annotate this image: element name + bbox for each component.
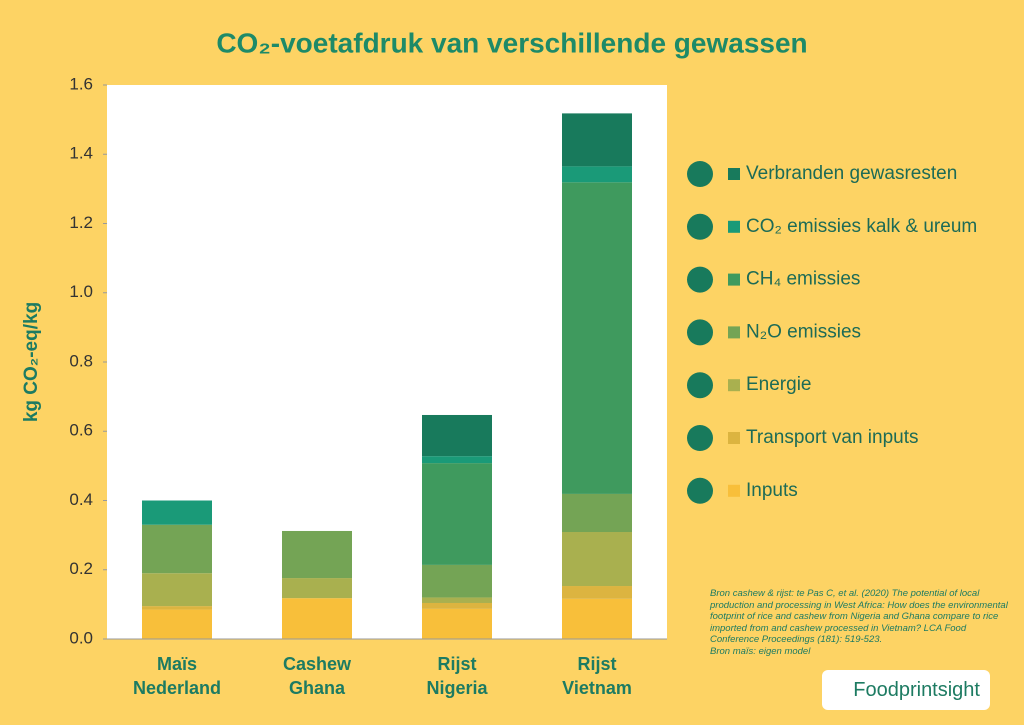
source-line: Bron maïs: eigen model [710,645,811,657]
legend-icon [687,477,713,504]
x-tick-label: Rijst Vietnam [562,654,632,698]
y-tick-label: 0.8 [69,351,93,370]
legend-swatch [728,326,740,339]
legend-label: CO₂ emissies kalk & ureum [746,216,977,237]
y-tick-label: 1.6 [69,74,93,93]
bar-segment [562,598,632,639]
bar-segment [422,597,492,603]
bar-segment [422,463,492,565]
legend-swatch [728,379,740,392]
bar-segment [562,166,632,183]
legend-icon [687,319,713,346]
legend-label: Verbranden gewasresten [746,163,957,184]
legend-icon [687,372,713,399]
y-tick-label: 0.2 [69,559,93,578]
bar-segment [422,414,492,457]
y-tick-label: 1.0 [69,282,93,301]
legend-icon [687,161,713,187]
bar-segment [562,493,632,533]
chart-title: CO₂-voetafdruk van verschillende gewasse… [216,27,807,58]
legend-swatch [728,220,740,233]
x-tick-label: Rijst Nigeria [426,654,488,698]
bar-segment [282,598,352,639]
bar-segment [562,113,632,167]
y-axis-label: kg CO₂-eq/kg [21,302,42,422]
logo: Foodprintsight [822,670,990,710]
y-tick-label: 1.2 [69,213,93,232]
bar-segment [422,564,492,598]
legend-icon [687,425,713,451]
x-tick-label: Cashew Ghana [282,654,352,698]
legend-icon [687,266,713,293]
bar-segment [422,608,492,639]
legend-swatch [728,273,740,286]
legend-label: Transport van inputs [746,427,919,448]
y-tick-label: 0.0 [69,628,93,647]
bar-segment [142,573,212,607]
bar-segment [142,500,212,525]
bar-segment [142,606,212,610]
y-tick-label: 1.4 [69,144,93,163]
source-line: Bron cashew & rijst: te Pas C, et al. (2… [710,588,1008,645]
legend-label: N₂O emissies [746,321,861,342]
bar-segment [562,182,632,494]
legend-label: CH₄ emissies [746,269,860,290]
source-note: Bron cashew & rijst: te Pas C, et al. (2… [710,588,1015,657]
bar-segment [422,456,492,464]
bar-segment [562,586,632,599]
bar-segment [562,532,632,587]
legend-swatch [728,432,740,444]
x-tick-label: Maïs Nederland [132,654,222,698]
legend-label: Energie [746,374,812,395]
bar-segment [282,530,352,579]
bar-segment [422,602,492,609]
legend-swatch [728,168,740,180]
legend-label: Inputs [746,480,798,501]
logo-text: Foodprintsight [853,679,980,701]
legend-icon [687,213,713,240]
y-tick-label: 0.6 [69,421,93,440]
bar-segment [142,609,212,639]
y-tick-label: 0.4 [69,490,93,509]
bar-segment [142,524,212,574]
legend-swatch [728,484,740,497]
bar-segment [282,578,352,599]
